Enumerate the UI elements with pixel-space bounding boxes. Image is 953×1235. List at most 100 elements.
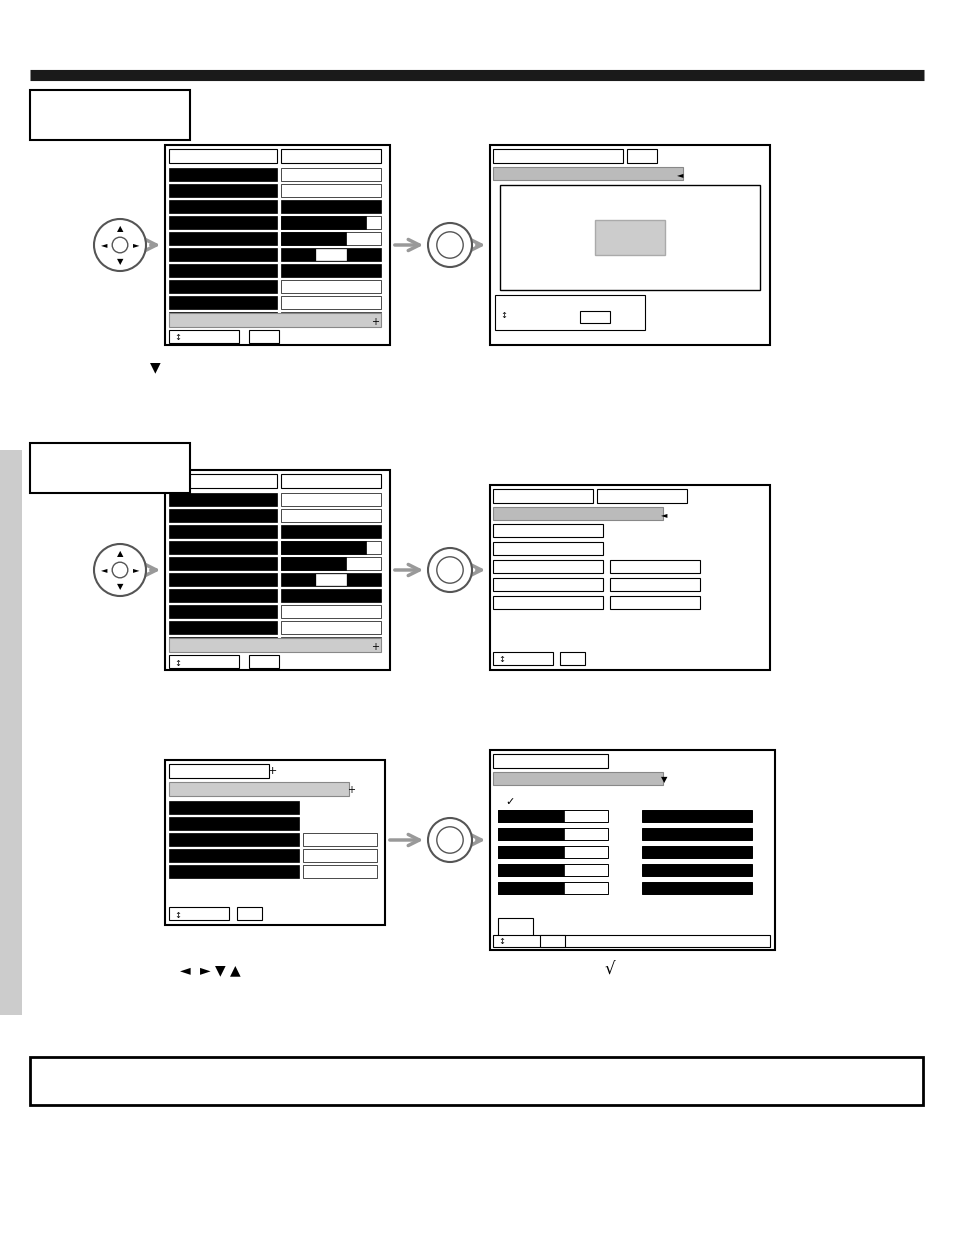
Bar [281, 541, 366, 555]
Text: ►: ► [199, 963, 210, 977]
Bar [169, 184, 276, 198]
Bar [303, 832, 376, 846]
Text: ▲: ▲ [116, 225, 123, 233]
Bar [315, 249, 346, 261]
Text: ▼: ▼ [116, 582, 123, 590]
Bar [281, 312, 380, 325]
Bar [641, 882, 751, 894]
Bar [236, 906, 262, 920]
Text: ►: ► [132, 566, 139, 574]
Bar [0, 450, 22, 1015]
Circle shape [428, 548, 472, 592]
Text: ▲: ▲ [230, 963, 240, 977]
Circle shape [428, 224, 472, 267]
Bar [493, 935, 769, 947]
Bar [169, 906, 229, 920]
Bar [169, 832, 298, 846]
Circle shape [436, 557, 463, 583]
Text: ↕: ↕ [173, 910, 181, 920]
Bar [493, 652, 553, 664]
Circle shape [436, 232, 463, 258]
Bar [490, 144, 769, 345]
Bar [539, 935, 564, 947]
Bar [281, 637, 380, 650]
Bar [493, 597, 602, 609]
Bar [281, 232, 380, 245]
Bar [169, 557, 276, 571]
Bar [281, 184, 380, 198]
Bar [165, 144, 390, 345]
Bar [281, 296, 380, 309]
Bar [641, 810, 751, 823]
Bar [281, 605, 380, 618]
Bar [281, 589, 380, 601]
Text: ▼: ▼ [214, 963, 225, 977]
Bar [169, 818, 298, 830]
Bar [165, 471, 390, 671]
Bar [493, 755, 607, 768]
Circle shape [112, 562, 128, 578]
Text: ►: ► [132, 241, 139, 249]
Bar [595, 220, 664, 254]
Bar [281, 264, 380, 277]
Bar [281, 200, 380, 212]
Bar [497, 882, 607, 894]
Bar [169, 764, 269, 778]
Bar [169, 493, 276, 506]
Bar [281, 168, 380, 182]
Bar [169, 802, 298, 814]
Bar [493, 149, 622, 163]
Circle shape [94, 219, 146, 270]
Bar [169, 232, 276, 245]
Bar [169, 264, 276, 277]
Bar [169, 149, 276, 163]
Bar [169, 637, 276, 650]
Bar [30, 1057, 923, 1105]
Bar [169, 248, 276, 261]
Text: ◄: ◄ [179, 963, 190, 977]
Bar [281, 216, 380, 228]
Bar [169, 621, 276, 634]
Bar [497, 846, 563, 858]
Bar [493, 167, 682, 180]
Bar [493, 524, 602, 537]
Bar [30, 443, 190, 493]
Bar [169, 509, 276, 522]
Text: +: + [267, 766, 276, 776]
Bar [281, 557, 380, 571]
Bar [579, 311, 609, 324]
Bar [493, 489, 593, 503]
Bar [497, 864, 607, 876]
Bar [609, 597, 700, 609]
Text: +: + [347, 785, 355, 795]
Bar [497, 827, 607, 840]
Bar [303, 864, 376, 878]
Bar [281, 248, 380, 261]
Bar [169, 200, 276, 212]
Bar [169, 638, 380, 652]
Bar [169, 312, 276, 325]
Text: ▼: ▼ [116, 257, 123, 266]
Circle shape [436, 826, 463, 853]
Bar [169, 168, 276, 182]
Bar [249, 330, 278, 343]
Bar [493, 772, 662, 785]
Bar [497, 827, 563, 840]
Bar [490, 750, 774, 950]
Bar [495, 295, 644, 330]
Bar [315, 574, 346, 585]
Text: √: √ [604, 961, 615, 979]
Bar [497, 810, 607, 823]
Bar [169, 655, 239, 668]
Bar [497, 810, 563, 823]
Bar [559, 652, 584, 664]
Bar [597, 489, 686, 503]
Bar [641, 846, 751, 858]
Bar [169, 782, 349, 797]
Text: ↕: ↕ [497, 656, 504, 664]
Bar [169, 312, 380, 327]
Bar [609, 578, 700, 592]
Text: +: + [371, 317, 378, 327]
Bar [169, 864, 298, 878]
Bar [281, 541, 380, 555]
